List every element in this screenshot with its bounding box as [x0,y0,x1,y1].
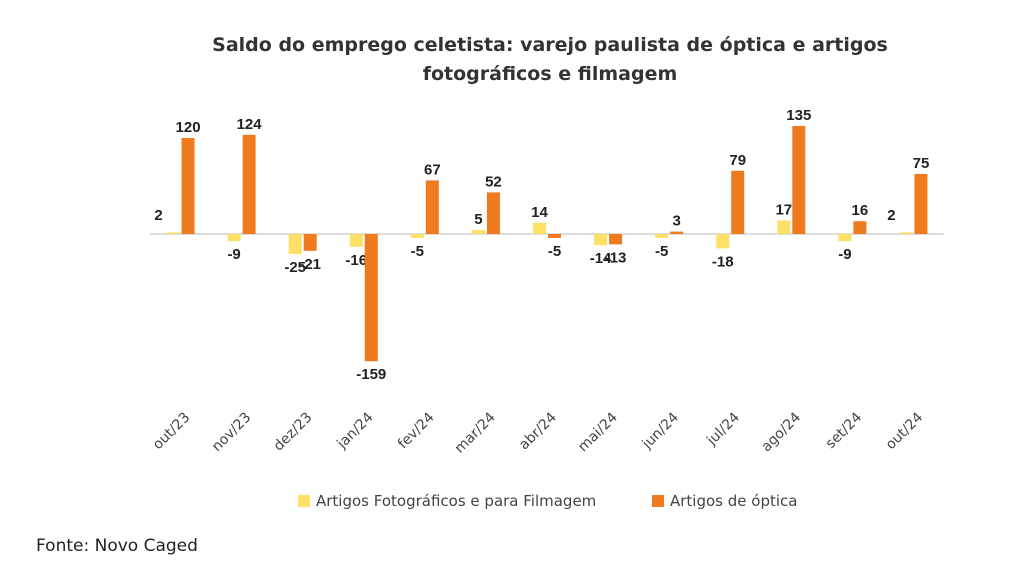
x-tick-label-out-23: out/23 [150,410,193,453]
x-tick-label-set-24: set/24 [823,409,865,451]
bar-optics-out-23 [181,138,195,234]
x-tick-label-jan-24: jan/24 [334,409,377,452]
x-tick-label-ago-24: ago/24 [758,409,804,455]
data-label-optics-jan-24: -159 [356,366,386,383]
bar-optics-dez-23 [303,234,317,251]
legend-swatch-photo [298,495,310,507]
data-label-photo-out-23: 2 [154,207,162,224]
data-label-photo-ago-24: 17 [775,201,792,218]
bar-chart: 2 120 out/23 -9 124 nov/23 -25-21 dez/23 -16 -159… [150,107,944,457]
data-label-optics-fev-24: 67 [424,161,441,178]
legend-label-photo: Artigos Fotográficos e para Filmagem [316,492,597,510]
bar-optics-nov-23 [242,134,256,234]
data-label-photo-jul-24: -18 [712,253,734,270]
legend-swatch-optics [652,495,664,507]
bar-photo-mai-24 [594,234,608,246]
data-label-optics-jun-24: 3 [672,213,680,230]
bar-photo-out-24 [899,232,913,234]
legend-item-photo: Artigos Fotográficos e para Filmagem [298,492,596,510]
bar-photo-jan-24 [349,234,363,247]
bar-optics-abr-24 [548,234,561,238]
data-label-optics-mai-24: -13 [605,249,627,266]
bar-photo-fev-24 [410,234,424,238]
data-label-photo-mar-24: 5 [474,211,482,228]
data-label-photo-out-24: 2 [887,207,895,224]
bar-optics-jan-24 [364,234,378,362]
bar-optics-fev-24 [425,180,439,234]
bar-photo-jun-24 [655,234,669,238]
bar-optics-out-24 [914,174,928,234]
bar-photo-abr-24 [533,222,546,234]
bar-optics-mai-24 [609,234,623,245]
data-label-optics-out-24: 75 [913,155,930,172]
bar-optics-set-24 [853,221,867,234]
data-label-photo-set-24: -9 [838,246,851,263]
data-label-photo-abr-24: 14 [531,204,548,221]
data-label-optics-out-23: 120 [176,119,201,136]
x-tick-label-out-24: out/24 [883,409,927,453]
bar-photo-ago-24 [777,220,791,234]
x-tick-label-jun-24: jun/24 [639,409,682,452]
bar-optics-ago-24 [792,126,806,234]
x-tick-label-jul-24: jul/24 [703,409,743,449]
legend-item-optics: Artigos de óptica [652,492,797,510]
chart-title-line-1: Saldo do emprego celetista: varejo pauli… [212,34,888,56]
x-tick-label-abr-24: abr/24 [516,409,560,453]
bar-optics-jul-24 [731,170,745,234]
data-label-optics-ago-24: 135 [786,107,811,124]
x-tick-label-dez-23: dez/23 [271,410,316,455]
bar-photo-nov-23 [227,234,241,242]
bar-photo-mar-24 [471,230,485,234]
data-label-optics-mar-24: 52 [485,173,502,190]
data-label-photo-jun-24: -5 [655,243,668,260]
x-tick-label-mai-24: mai/24 [575,409,621,455]
data-label-optics-abr-24: -5 [548,243,561,260]
data-label-optics-dez-23: -21 [299,256,321,273]
bar-photo-dez-23 [288,234,302,254]
x-tick-label-fev-24: fev/24 [395,409,438,452]
data-label-optics-set-24: 16 [852,202,869,219]
bar-photo-out-23 [166,232,180,234]
source-note: Fonte: Novo Caged [36,536,198,556]
bar-optics-jun-24 [670,231,684,234]
data-label-optics-jul-24: 79 [729,152,746,169]
data-label-photo-fev-24: -5 [411,243,424,260]
data-label-photo-mai-24: -14 [590,250,612,267]
legend-label-optics: Artigos de óptica [670,492,798,510]
x-tick-label-nov-23: nov/23 [209,410,254,455]
data-label-optics-nov-23: 124 [237,116,263,133]
data-label-photo-dez-23: -25 [284,259,306,276]
bar-photo-set-24 [838,234,852,242]
chart-title-line-2: fotográficos e filmagem [422,63,678,85]
x-tick-label-mar-24: mar/24 [452,409,499,456]
bar-optics-mar-24 [486,192,500,234]
chart-legend: Artigos Fotográficos e para Filmagem Art… [0,490,1024,514]
data-label-photo-nov-23: -9 [227,246,240,263]
bar-photo-jul-24 [716,234,730,249]
data-label-photo-jan-24: -16 [345,252,367,269]
